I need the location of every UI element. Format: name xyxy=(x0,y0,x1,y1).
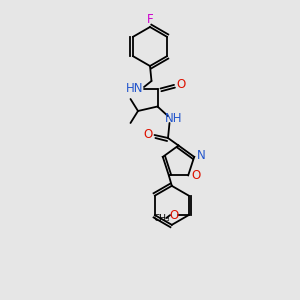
Text: O: O xyxy=(176,78,185,92)
Text: O: O xyxy=(170,208,179,222)
Text: NH: NH xyxy=(165,112,183,125)
Text: O: O xyxy=(192,169,201,182)
Text: CH₃: CH₃ xyxy=(153,214,170,223)
Text: O: O xyxy=(143,128,152,142)
Text: N: N xyxy=(196,149,205,162)
Text: F: F xyxy=(147,13,153,26)
Text: HN: HN xyxy=(126,82,144,95)
